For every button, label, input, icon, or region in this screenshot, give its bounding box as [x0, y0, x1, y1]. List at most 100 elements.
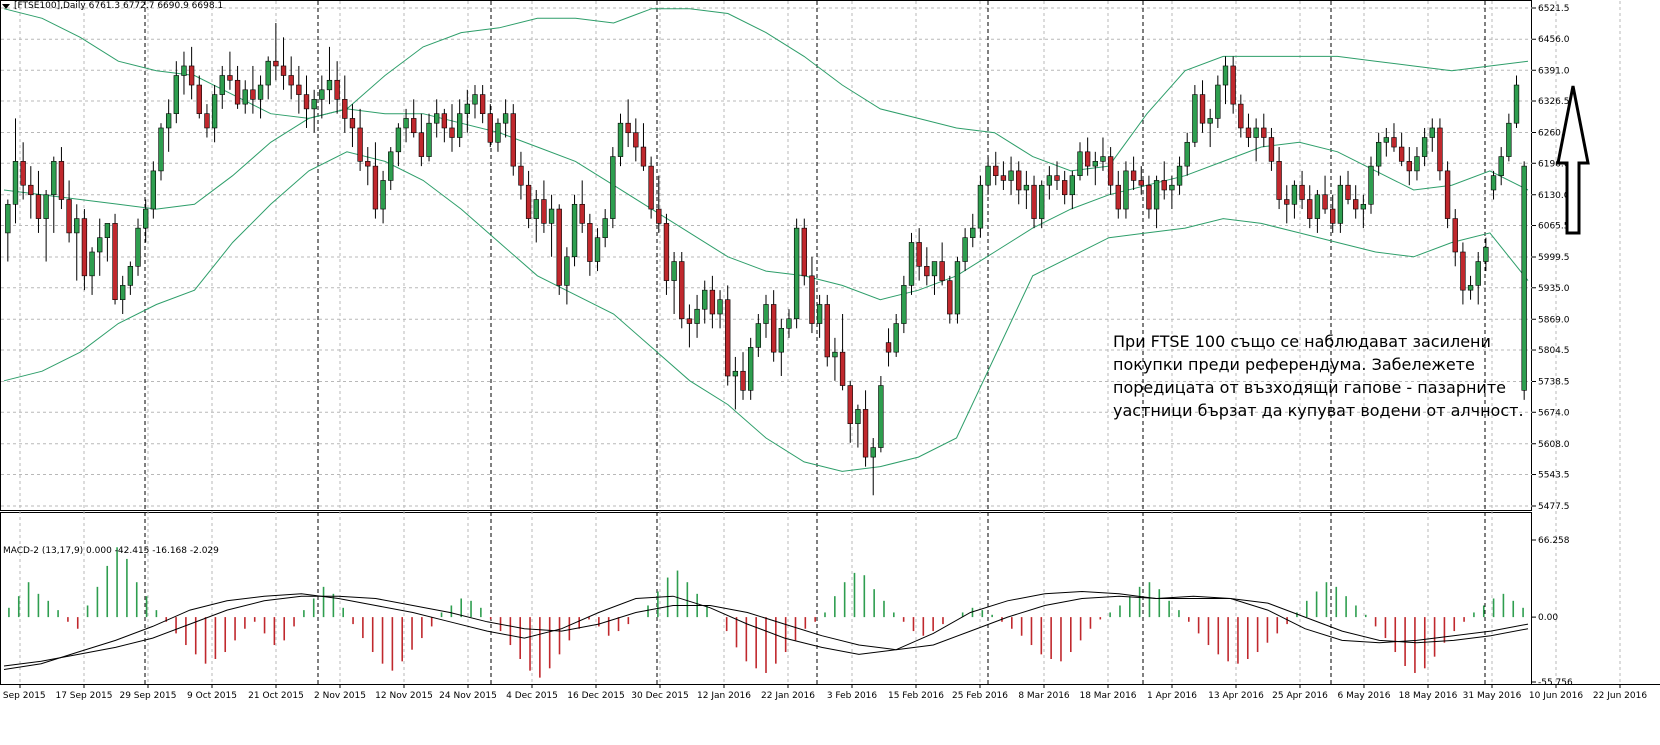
candle-body: [1353, 199, 1359, 210]
bull-candle: [1291, 180, 1298, 219]
bull-candle: [594, 228, 601, 272]
time-tick-label: 1 Apr 2016: [1147, 691, 1197, 701]
bull-candle: [1513, 75, 1520, 128]
bear-candle: [81, 209, 88, 291]
candle-body: [640, 146, 647, 167]
bear-candle: [250, 65, 256, 114]
bull-candle: [257, 75, 264, 119]
candle-body: [832, 351, 838, 358]
candle-body: [656, 208, 662, 224]
bull-candle: [1253, 118, 1259, 162]
candle-body: [924, 266, 930, 277]
candle-body: [188, 65, 195, 86]
bear-candle: [1284, 185, 1290, 224]
bear-candle: [1307, 185, 1313, 229]
candle-body: [725, 299, 731, 377]
bull-candle: [564, 247, 570, 305]
candle-body: [434, 113, 440, 124]
bull-candle: [1169, 175, 1175, 210]
bull-candle: [464, 89, 471, 133]
time-tick-label: 13 Apr 2016: [1208, 691, 1264, 701]
up-arrow-annotation: [1556, 85, 1590, 235]
bear-candle: [847, 380, 853, 443]
candle-body: [847, 385, 853, 425]
bear-candle: [1016, 161, 1022, 205]
candle-body: [679, 261, 685, 320]
bear-candle: [28, 166, 34, 219]
candle-body: [1330, 208, 1336, 224]
bear-candle: [449, 104, 455, 152]
candle-body: [456, 113, 463, 138]
bear-candle: [541, 180, 547, 233]
bear-candle: [525, 170, 532, 229]
bear-candle: [365, 147, 371, 186]
candle-body: [518, 165, 524, 186]
candle-body: [250, 89, 256, 100]
bull-candle: [977, 175, 984, 238]
candle-body: [1222, 65, 1229, 86]
price-tick-label: 5674.0: [1538, 408, 1570, 418]
candle-body: [1307, 199, 1313, 219]
bear-candle: [770, 290, 777, 362]
macd-panel: [3, 547, 1529, 678]
candle-body: [234, 79, 241, 105]
bear-candle: [1406, 147, 1412, 186]
time-tick-label: 29 Sep 2015: [119, 691, 176, 701]
candle-body: [296, 84, 302, 95]
candle-body: [556, 208, 562, 286]
price-tick-label: 6326.5: [1538, 97, 1570, 107]
price-tick-label: 5543.5: [1538, 471, 1570, 481]
candlestick-series: [5, 23, 1527, 496]
candle-body: [334, 79, 340, 100]
candle-body: [1061, 180, 1068, 196]
time-axis: 7 Sep 2015 17 Sep 2015 29 Sep 2015 9 Oct 20…: [0, 684, 1647, 701]
bull-candle: [1360, 194, 1367, 229]
bull-candle: [548, 194, 555, 257]
candle-body: [748, 347, 754, 391]
candle-body: [502, 113, 509, 124]
candle-body: [449, 127, 455, 138]
bear-candle: [479, 85, 486, 124]
bear-candle: [1452, 209, 1458, 267]
bear-candle: [1161, 161, 1167, 200]
candle-body: [816, 304, 823, 324]
candle-body: [1138, 180, 1144, 186]
bull-candle: [74, 204, 80, 281]
bear-candle: [885, 328, 892, 367]
bull-candle: [1467, 275, 1474, 300]
bull-candle: [816, 294, 823, 338]
price-tick-label: 5869.0: [1538, 315, 1570, 325]
candle-body: [610, 156, 616, 219]
candle-body: [870, 447, 876, 458]
candle-body: [227, 75, 233, 81]
candle-body: [855, 409, 861, 425]
candle-body: [824, 304, 830, 358]
bull-candle: [380, 170, 386, 224]
bull-candle: [694, 294, 700, 338]
bear-candle: [824, 294, 830, 367]
bull-candle: [403, 108, 409, 143]
bear-candle: [273, 23, 279, 81]
candle-body: [1483, 246, 1489, 262]
bull-candle: [1077, 142, 1083, 181]
candle-body: [770, 304, 777, 353]
bull-candle: [456, 99, 463, 148]
bear-candle: [924, 247, 930, 286]
candle-body: [1521, 165, 1527, 391]
time-tick-label: 12 Jan 2016: [697, 691, 751, 701]
bull-candle: [426, 113, 432, 162]
candle-body: [1023, 184, 1030, 191]
bear-candle: [196, 75, 202, 119]
candle-body: [579, 203, 585, 224]
bull-candle: [1383, 127, 1389, 157]
candle-body: [1253, 127, 1259, 138]
price-tick-label: 6065.5: [1538, 222, 1570, 232]
annotation-line: поредицата от възходящи гапове - пазарни…: [1113, 378, 1506, 397]
candle-body: [51, 161, 57, 196]
candle-body: [617, 122, 624, 157]
bull-candle: [150, 161, 157, 219]
candle-body: [1176, 165, 1183, 186]
bull-candle: [265, 56, 271, 100]
menu-triangle-icon[interactable]: [2, 4, 10, 9]
bull-candle: [1421, 127, 1428, 167]
